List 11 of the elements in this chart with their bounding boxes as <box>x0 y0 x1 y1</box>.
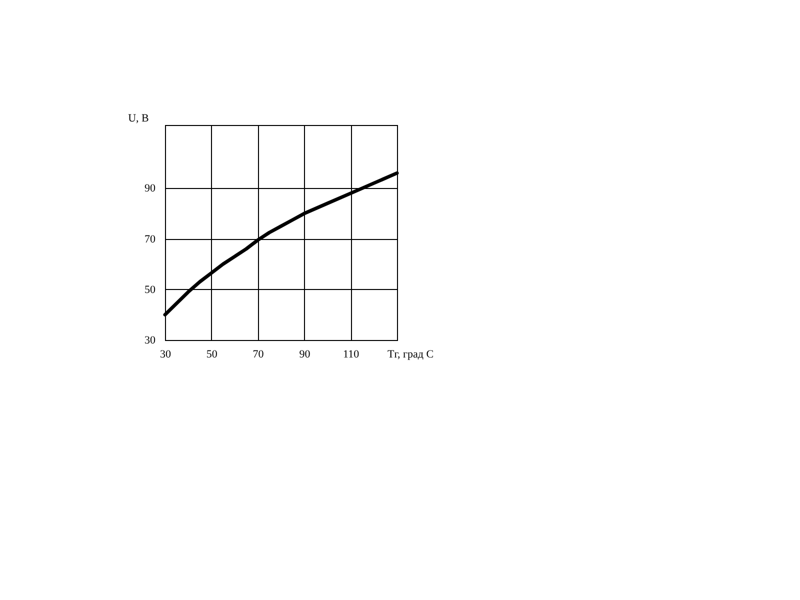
x-tick-label: 30 <box>160 348 172 360</box>
y-tick-label: 50 <box>144 284 156 296</box>
x-tick-label: 110 <box>343 348 360 360</box>
y-axis-title: U, В <box>128 112 149 124</box>
x-tick-label: 70 <box>252 348 264 360</box>
y-tick-label: 90 <box>144 182 156 195</box>
x-tick-label: 90 <box>299 348 311 360</box>
x-tick-label: 50 <box>206 348 218 360</box>
y-tick-label: 30 <box>144 334 156 346</box>
x-axis-title: Tг, град С <box>388 348 434 360</box>
y-tick-label: 70 <box>144 233 156 246</box>
